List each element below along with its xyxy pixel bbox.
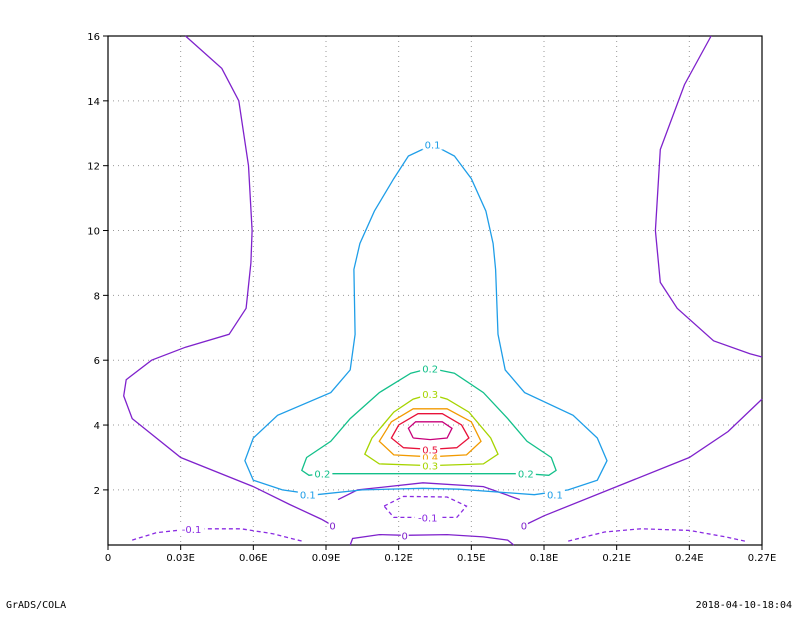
contour-label-bg <box>420 362 441 374</box>
contour-label-bg <box>414 511 441 523</box>
footer-right-timestamp: 2018-04-10-18:04 <box>695 600 792 611</box>
y-tick-label: 2 <box>94 486 100 497</box>
footer-left-label: GrADS/COLA <box>6 600 67 611</box>
contour-label: 0.3 <box>422 462 438 473</box>
y-tick-label: 14 <box>87 97 100 108</box>
x-tick-label: 0.27E <box>748 553 777 564</box>
x-tick-label: 0.24E <box>675 553 704 564</box>
contour-label: 0.1 <box>425 141 441 152</box>
x-tick-label: 0.18E <box>530 553 559 564</box>
contour-label-bg <box>420 450 441 462</box>
contour-line <box>390 413 470 451</box>
contour-line <box>654 35 763 358</box>
x-tick-label: 0.15E <box>457 553 486 564</box>
contour-line <box>123 35 333 527</box>
contour-line <box>244 143 608 496</box>
contour-label: 0.2 <box>422 364 438 375</box>
contour-label-bg <box>312 467 333 479</box>
contour-label: 0 <box>521 522 527 533</box>
contour-label-bg <box>297 488 318 500</box>
contour-label-bg <box>178 522 205 534</box>
x-tick-label: 0.03E <box>166 553 195 564</box>
contour-label: 0.2 <box>518 470 534 481</box>
x-tick-label: 0 <box>105 553 111 564</box>
x-tick-label: 0.21E <box>602 553 631 564</box>
contour-label-bg <box>519 519 528 531</box>
x-tick-label: 0.09E <box>312 553 341 564</box>
contour-label: -0.1 <box>182 525 202 536</box>
contour-line <box>349 533 515 546</box>
contour-line <box>523 398 763 527</box>
contour-label-bg <box>420 388 441 400</box>
contour-label: 0.1 <box>300 491 316 502</box>
contour-label-bg <box>544 488 565 500</box>
contour-line <box>132 528 302 542</box>
x-tick-label: 0.12E <box>384 553 413 564</box>
contour-label-bg <box>400 529 409 541</box>
contour-line <box>383 495 468 519</box>
contour-label: 0 <box>402 531 408 542</box>
contour-line <box>378 408 482 458</box>
contour-line <box>337 482 521 501</box>
contour-label-bg <box>515 467 536 479</box>
contour-label: 0 <box>329 522 335 533</box>
contour-label: 0.4 <box>422 453 438 464</box>
contour-label: 0.2 <box>314 470 330 481</box>
contour-line <box>568 528 746 542</box>
plot-frame <box>107 35 763 546</box>
contour-label: 0.5 <box>422 445 438 456</box>
x-tick-label: 0.06E <box>239 553 268 564</box>
contour-label-bg <box>422 138 443 150</box>
y-tick-label: 10 <box>87 227 100 238</box>
contour-line <box>301 367 557 476</box>
y-tick-label: 4 <box>94 421 100 432</box>
contour-label: -0.1 <box>418 513 438 524</box>
y-tick-label: 8 <box>94 291 100 302</box>
contour-label: 0.3 <box>422 390 438 401</box>
y-tick-label: 12 <box>87 162 100 173</box>
contour-line <box>407 421 453 441</box>
contour-label-bg <box>328 519 337 531</box>
y-tick-label: 16 <box>87 32 100 43</box>
contour-label: 0.1 <box>547 491 563 502</box>
contour-label-bg <box>420 459 441 471</box>
y-tick-label: 6 <box>94 356 100 367</box>
contour-label-bg <box>420 443 441 455</box>
